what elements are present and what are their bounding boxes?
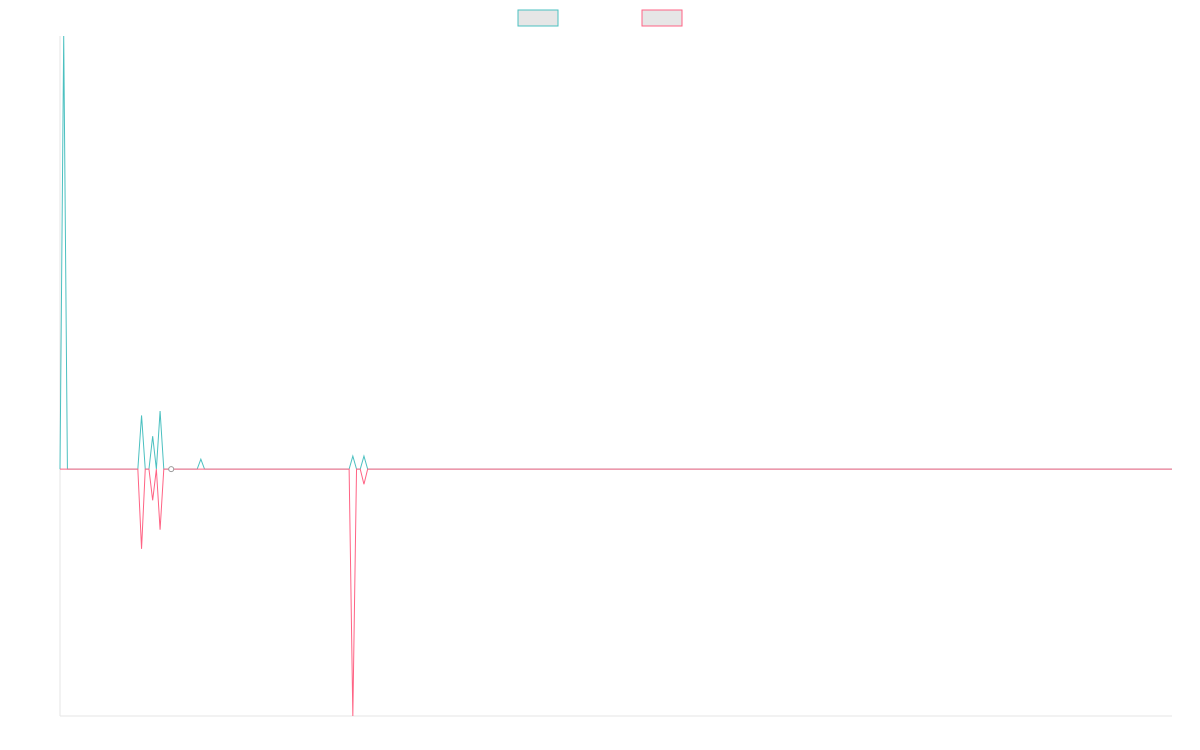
series-line-2 <box>60 468 1172 717</box>
legend-item-1[interactable] <box>517 9 559 27</box>
legend-swatch-2 <box>641 9 683 27</box>
legend-swatch-1 <box>517 9 559 27</box>
series-line-1 <box>59 35 1172 470</box>
series-layer <box>59 35 1172 717</box>
legend-item-2[interactable] <box>641 9 683 27</box>
point-marker <box>168 466 175 473</box>
axes <box>59 36 1172 717</box>
legend <box>517 9 683 27</box>
